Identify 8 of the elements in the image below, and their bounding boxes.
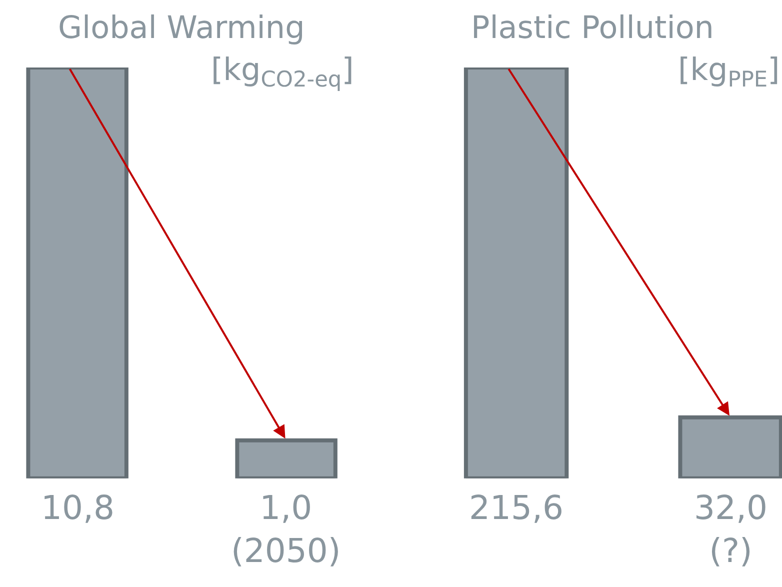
chart-subtitle: [kg$_{CO2-eq}$] [211,52,354,93]
chart-subtitle: [kg$_{PPE}$] [678,52,780,93]
data-label: 32,0 (?) [694,488,768,570]
chart-title: Global Warming [58,10,305,46]
data-label: 10,8 [41,488,114,527]
chart-title: Plastic Pollution [471,10,714,46]
data-label: 215,6 [469,488,564,527]
data-label: 1,0 (2050) [231,488,341,570]
